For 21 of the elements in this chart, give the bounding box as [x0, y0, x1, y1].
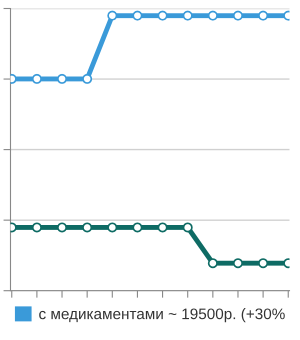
point [107, 222, 118, 232]
point [132, 10, 142, 21]
point [57, 222, 68, 232]
point [158, 222, 168, 232]
point [232, 10, 243, 21]
point [32, 222, 42, 232]
point [182, 10, 193, 21]
point [158, 10, 168, 21]
legend-label: с медикаментами ~ 19500р. (+30% [39, 308, 285, 322]
point [258, 258, 268, 268]
point [107, 10, 118, 21]
point [57, 74, 68, 84]
point [32, 74, 42, 84]
point [82, 222, 92, 232]
point [132, 222, 142, 232]
point [208, 258, 218, 268]
point [82, 74, 92, 84]
point [232, 258, 243, 268]
point [182, 222, 193, 232]
point [208, 10, 218, 21]
point [258, 10, 268, 21]
